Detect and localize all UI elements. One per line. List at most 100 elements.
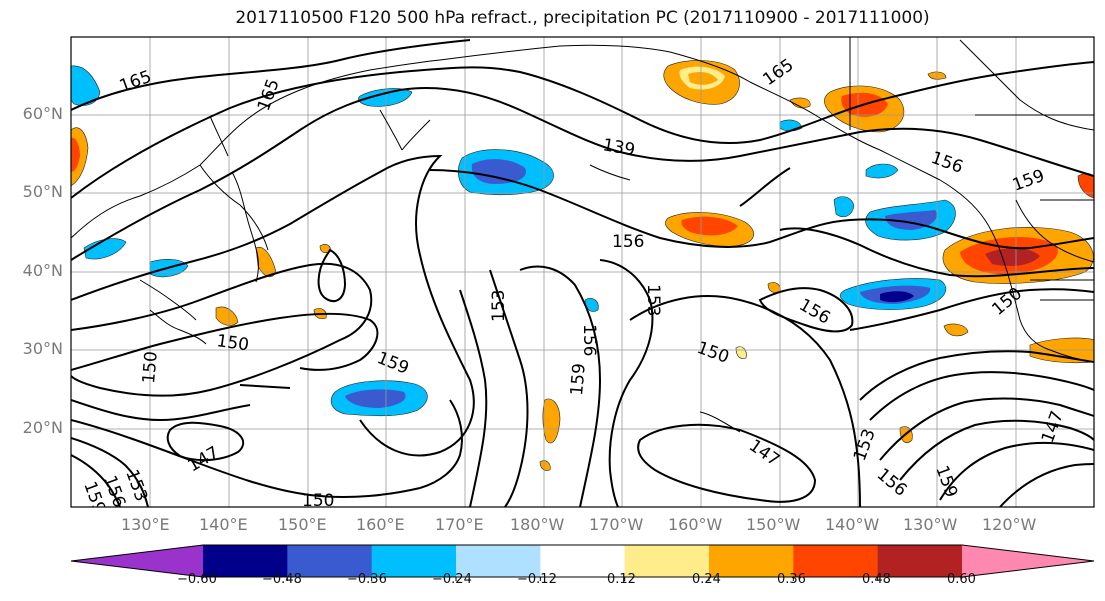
contour-line [71, 312, 379, 371]
lat-label: 30°N [22, 339, 63, 358]
precip-area [865, 163, 899, 179]
lon-label: 130°W [903, 515, 958, 534]
contour-line [629, 295, 861, 507]
contour-line [71, 419, 421, 499]
lat-label: 20°N [22, 418, 63, 437]
colorbar-tick-label: 0.12 [607, 572, 636, 587]
contour-line [166, 421, 245, 462]
precip-area [542, 398, 561, 444]
contour-line [459, 289, 488, 507]
contour-line [71, 39, 471, 111]
colorbar-tick-label: 0.60 [947, 572, 976, 587]
precip-area [71, 137, 80, 172]
contour-label: 153 [489, 290, 509, 322]
lon-label: 160°E [356, 515, 405, 534]
colorbar-segment [203, 545, 288, 577]
contour-line [939, 441, 1094, 501]
map-title: 2017110500 F120 500 hPa refract., precip… [235, 8, 930, 28]
precip-area [943, 323, 969, 337]
colorbar-segment [877, 545, 963, 577]
contour-label: 150 [215, 331, 250, 355]
lon-label: 160°W [668, 515, 723, 534]
contour-line [779, 227, 1094, 278]
precip-area [319, 244, 331, 254]
contour-label: 153 [643, 284, 663, 316]
contours [71, 39, 1094, 507]
lon-label: 180°W [510, 515, 565, 534]
contour-line [869, 371, 1094, 421]
contour-label: 150 [302, 491, 334, 511]
contour-line [849, 288, 1094, 331]
contour-label: 159 [567, 362, 590, 396]
colorbar-segment [709, 545, 794, 577]
contour-line [419, 399, 463, 489]
contour-line [71, 87, 1094, 261]
contour-label: 150 [139, 350, 162, 384]
colorbar-tick-label: −0.60 [177, 572, 217, 587]
precip-area [833, 196, 855, 218]
lon-label: 150°E [278, 515, 327, 534]
coastlines [71, 37, 1094, 433]
colorbar-segment [962, 545, 1094, 577]
contour-line [489, 269, 529, 507]
contour-line [758, 287, 854, 333]
contour-line [429, 169, 1094, 250]
contour-line [71, 437, 149, 507]
lon-label: 170°E [435, 515, 484, 534]
colorbar [70, 544, 1095, 581]
contour-line [71, 262, 373, 397]
lon-label: 140°W [825, 515, 880, 534]
colorbar-segment [540, 545, 626, 577]
colorbar-tick-label: −0.24 [432, 572, 472, 587]
lat-label: 40°N [22, 261, 63, 280]
colorbar-tick-label: 0.36 [777, 572, 806, 587]
precip-negative-areas [71, 65, 956, 417]
colorbar-segment [624, 545, 710, 577]
precip-area [71, 65, 101, 106]
precip-area [539, 460, 551, 471]
precip-area [688, 72, 718, 85]
colorbar-tick-label: −0.36 [347, 572, 387, 587]
contour-line [317, 248, 347, 303]
lon-label: 130°E [121, 515, 170, 534]
contour-line [637, 423, 817, 503]
colorbar-segment [371, 545, 457, 577]
lat-label: 60°N [22, 104, 63, 123]
lon-label: 170°W [589, 515, 644, 534]
contour-line [739, 167, 791, 207]
colorbar-tick-label: −0.48 [262, 572, 302, 587]
contour-label: 156 [579, 324, 599, 356]
map-frame [70, 36, 1095, 508]
precip-area [83, 238, 127, 260]
colorbar-segment [71, 545, 203, 577]
precip-area [985, 248, 1040, 266]
contour-line [879, 397, 1094, 461]
precip-area [471, 159, 526, 184]
lon-label: 120°W [982, 515, 1037, 534]
precip-area [358, 88, 413, 107]
contour-line [71, 154, 475, 457]
contour-line [899, 419, 1094, 481]
contour-line [859, 350, 1094, 401]
contour-label: 156 [612, 232, 644, 252]
lon-label: 140°E [199, 515, 248, 534]
contour-line [71, 61, 1094, 199]
precip-area [789, 97, 811, 109]
colorbar-segment [456, 545, 541, 577]
colorbar-outline [70, 544, 1095, 578]
gridlines [71, 37, 1094, 507]
precip-area [345, 389, 406, 408]
colorbar-tick-label: −0.12 [517, 572, 557, 587]
lon-label: 150°W [746, 515, 801, 534]
contour-line [239, 384, 291, 389]
colorbar-segment [287, 545, 373, 577]
contour-line [71, 399, 251, 422]
colorbar-tick-label: 0.48 [862, 572, 891, 587]
lat-label: 50°N [22, 182, 63, 201]
contour-line [999, 463, 1094, 507]
precip-area [880, 291, 914, 303]
precip-area [681, 216, 738, 236]
precip-area [215, 306, 239, 326]
colorbar-tick-label: 0.24 [692, 572, 721, 587]
